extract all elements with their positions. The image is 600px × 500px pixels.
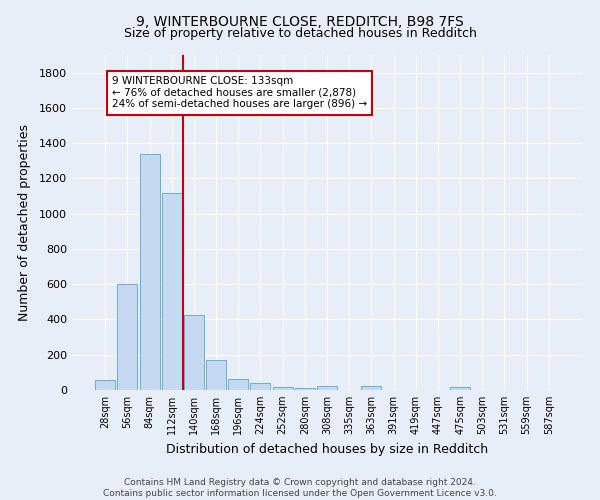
- Bar: [140, 154, 160, 390]
- Bar: [95, 380, 115, 390]
- Text: 9 WINTERBOURNE CLOSE: 133sqm
← 76% of detached houses are smaller (2,878)
24% of: 9 WINTERBOURNE CLOSE: 133sqm ← 76% of de…: [112, 76, 367, 110]
- Bar: [295, 388, 315, 390]
- Bar: [162, 192, 182, 390]
- Bar: [317, 386, 337, 390]
- Bar: [118, 284, 137, 390]
- Bar: [184, 315, 204, 390]
- Y-axis label: Number of detached properties: Number of detached properties: [17, 124, 31, 321]
- Bar: [450, 388, 470, 390]
- Bar: [250, 384, 271, 390]
- Bar: [228, 380, 248, 390]
- Bar: [361, 386, 382, 390]
- Text: Size of property relative to detached houses in Redditch: Size of property relative to detached ho…: [124, 28, 476, 40]
- Text: 9, WINTERBOURNE CLOSE, REDDITCH, B98 7FS: 9, WINTERBOURNE CLOSE, REDDITCH, B98 7FS: [136, 15, 464, 29]
- Bar: [272, 388, 293, 390]
- Text: Contains HM Land Registry data © Crown copyright and database right 2024.
Contai: Contains HM Land Registry data © Crown c…: [103, 478, 497, 498]
- Bar: [206, 360, 226, 390]
- X-axis label: Distribution of detached houses by size in Redditch: Distribution of detached houses by size …: [166, 442, 488, 456]
